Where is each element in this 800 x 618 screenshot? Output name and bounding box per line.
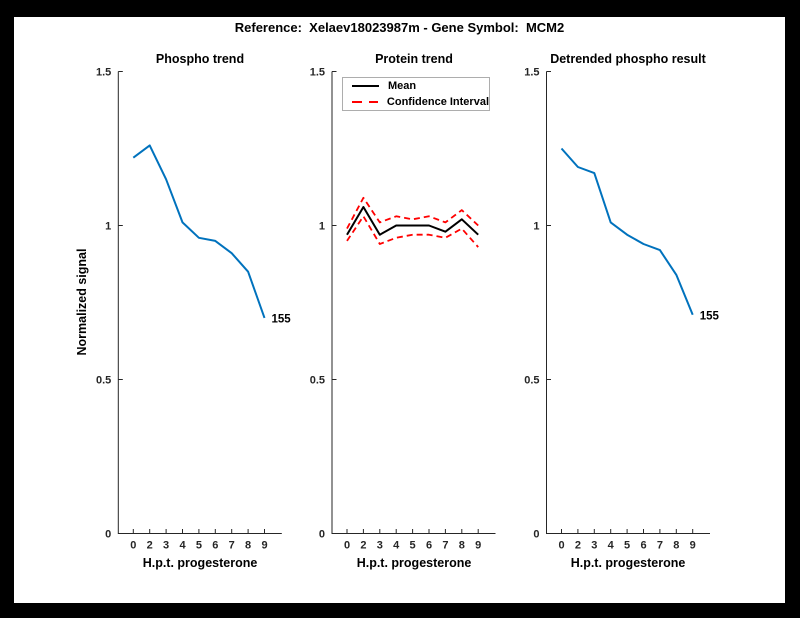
x-tick-label: 2	[575, 540, 581, 552]
y-tick-label: 1	[319, 221, 325, 233]
y-tick-label: 1.5	[96, 67, 111, 79]
ci-line-sample-icon	[352, 100, 378, 104]
x-tick-label: 9	[261, 540, 267, 552]
axis-spines	[117, 71, 282, 534]
y-tick-label: 0	[319, 529, 325, 541]
x-axis-label-phospho: H.p.t. progesterone	[142, 556, 258, 570]
x-tick-label: 2	[147, 540, 153, 552]
y-tick-label: 1	[533, 221, 539, 233]
y-tick-label: 0.5	[310, 375, 325, 387]
y-tick-label: 0	[533, 529, 539, 541]
x-tick-label: 9	[475, 540, 481, 552]
axis-spines	[331, 71, 496, 534]
ci-upper-line	[346, 196, 479, 230]
detrended-phospho-line	[560, 147, 694, 316]
y-tick-label: 0.5	[96, 375, 111, 387]
subplot-title-protein-trend: Protein trend	[375, 52, 453, 66]
y-tick-label: 1	[105, 221, 111, 233]
x-tick-label: 5	[624, 540, 630, 552]
ci-lower-line	[346, 215, 479, 248]
y-tick-label: 0	[105, 529, 111, 541]
y-axis-label-text: Normalized signal	[75, 248, 89, 356]
x-axis-label-protein: H.p.t. progesterone	[356, 556, 472, 570]
x-tick-label: 4	[608, 540, 615, 552]
x-tick-label: 9	[690, 540, 696, 552]
x-tick-label: 0	[130, 540, 136, 552]
phospho-trend-line	[132, 144, 266, 319]
x-tick-label: 4	[179, 540, 186, 552]
x-tick-label: 6	[426, 540, 432, 552]
x-tick-label: 0	[558, 540, 564, 552]
legend-item-mean: Mean	[352, 80, 489, 93]
legend-label-confidence-interval: Confidence Interval	[386, 96, 489, 108]
y-tick-label: 0.5	[524, 375, 539, 387]
protein-mean-line	[346, 206, 479, 236]
x-tick-label: 5	[196, 540, 202, 552]
legend-box: Mean Confidence Interval	[342, 77, 490, 111]
x-tick-label: 8	[245, 540, 251, 552]
x-tick-label: 3	[377, 540, 383, 552]
cluster-size-label: 155	[272, 313, 292, 325]
mean-line-sample-icon	[352, 85, 379, 87]
legend-item-confidence-interval: Confidence Interval	[352, 96, 489, 109]
figure-title: Reference: Xelaev18023987m - Gene Symbol…	[234, 20, 565, 35]
x-tick-label: 0	[344, 540, 350, 552]
x-tick-label: 3	[591, 540, 597, 552]
legend-label-mean: Mean	[388, 80, 417, 92]
x-tick-label: 8	[673, 540, 679, 552]
figure-canvas: Reference: Xelaev18023987m - Gene Symbol…	[14, 17, 785, 603]
x-tick-label: 4	[393, 540, 400, 552]
cluster-size-label: 155	[700, 310, 720, 322]
x-tick-label: 5	[410, 540, 416, 552]
x-tick-label: 7	[657, 540, 663, 552]
y-tick-label: 1.5	[524, 67, 539, 79]
y-tick-label: 1.5	[310, 67, 325, 79]
x-tick-label: 6	[640, 540, 646, 552]
x-axis-label-detrended: H.p.t. progesterone	[570, 556, 686, 570]
x-tick-label: 6	[212, 540, 218, 552]
x-tick-label: 3	[163, 540, 169, 552]
x-tick-label: 2	[360, 540, 366, 552]
x-tick-label: 7	[229, 540, 235, 552]
x-tick-label: 8	[459, 540, 465, 552]
axis-spines	[546, 71, 710, 534]
subplot-title-detrended-phospho: Detrended phospho result	[550, 52, 706, 66]
subplot-title-phospho-trend: Phospho trend	[155, 52, 245, 66]
x-tick-label: 7	[442, 540, 448, 552]
